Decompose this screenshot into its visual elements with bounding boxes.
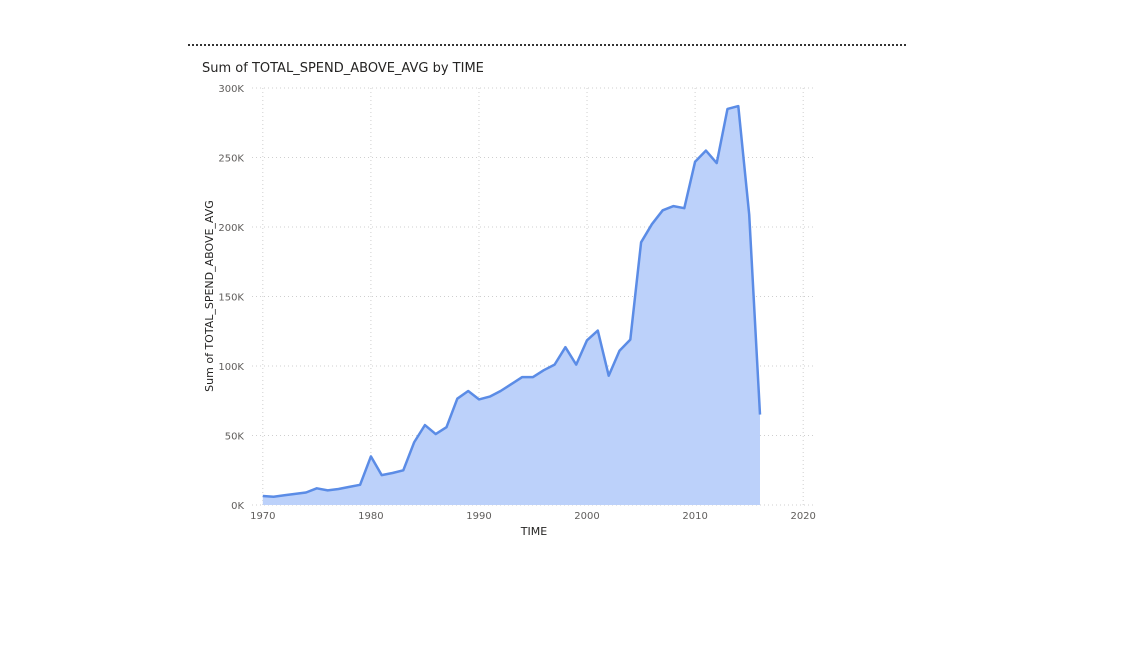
- data-point[interactable]: [433, 431, 439, 437]
- data-point[interactable]: [465, 388, 471, 394]
- data-point[interactable]: [379, 472, 385, 478]
- data-point[interactable]: [498, 388, 504, 394]
- data-point[interactable]: [454, 396, 460, 402]
- data-point[interactable]: [519, 374, 525, 380]
- x-tick-label: 1970: [250, 511, 275, 522]
- data-point[interactable]: [725, 106, 731, 112]
- y-tick-label: 100K: [218, 362, 244, 373]
- data-point[interactable]: [444, 424, 450, 430]
- x-tick-label: 1990: [466, 511, 491, 522]
- data-point[interactable]: [335, 486, 341, 492]
- top-dotted-rule: [188, 44, 906, 46]
- y-axis-ticks: 0K 50K 100K 150K 200K 250K 300K: [218, 84, 244, 512]
- data-point[interactable]: [271, 494, 277, 500]
- x-tick-label: 2000: [574, 511, 599, 522]
- data-point[interactable]: [735, 103, 741, 109]
- data-point[interactable]: [292, 491, 298, 497]
- data-point[interactable]: [260, 493, 266, 499]
- data-point[interactable]: [660, 207, 666, 213]
- data-point[interactable]: [400, 467, 406, 473]
- data-point[interactable]: [552, 362, 558, 368]
- x-tick-label: 2020: [790, 511, 815, 522]
- data-point[interactable]: [616, 348, 622, 354]
- data-point[interactable]: [530, 374, 536, 380]
- data-point[interactable]: [541, 367, 547, 373]
- chart-title: Sum of TOTAL_SPEND_ABOVE_AVG by TIME: [202, 61, 484, 76]
- data-point[interactable]: [368, 453, 374, 459]
- data-point[interactable]: [325, 487, 331, 493]
- data-point[interactable]: [508, 381, 514, 387]
- y-axis-title: Sum of TOTAL_SPEND_ABOVE_AVG: [203, 200, 216, 392]
- data-point[interactable]: [692, 159, 698, 165]
- y-tick-label: 50K: [225, 432, 245, 443]
- data-point[interactable]: [584, 337, 590, 343]
- data-point[interactable]: [671, 203, 677, 209]
- data-point[interactable]: [681, 205, 687, 211]
- data-point[interactable]: [638, 239, 644, 245]
- data-point[interactable]: [281, 492, 287, 498]
- area-chart: 0K 50K 100K 150K 200K 250K 300K 1970 1980 1990 20…: [203, 84, 816, 538]
- data-point[interactable]: [411, 439, 417, 445]
- y-tick-label: 150K: [218, 293, 244, 304]
- x-axis-title: TIME: [520, 525, 547, 538]
- data-point[interactable]: [714, 160, 720, 166]
- area-fill: [262, 106, 760, 505]
- y-tick-label: 300K: [218, 84, 244, 95]
- data-point[interactable]: [422, 422, 428, 428]
- data-point[interactable]: [476, 396, 482, 402]
- data-point[interactable]: [314, 485, 320, 491]
- data-point[interactable]: [595, 328, 601, 334]
- data-point[interactable]: [606, 373, 612, 379]
- x-axis-ticks: 1970 1980 1990 2000 2010 2020: [250, 511, 816, 522]
- x-tick-label: 2010: [682, 511, 707, 522]
- y-tick-label: 250K: [218, 154, 244, 165]
- data-point[interactable]: [746, 211, 752, 217]
- data-point[interactable]: [757, 412, 763, 418]
- data-point[interactable]: [562, 344, 568, 350]
- data-point[interactable]: [357, 482, 363, 488]
- series-line: [262, 104, 762, 498]
- chart-visual[interactable]: Sum of TOTAL_SPEND_ABOVE_AVG by TIME 0K 5…: [188, 52, 906, 552]
- y-tick-label: 0K: [231, 501, 244, 512]
- data-point[interactable]: [703, 148, 709, 154]
- x-tick-label: 1980: [358, 511, 383, 522]
- data-point[interactable]: [649, 221, 655, 227]
- data-point[interactable]: [487, 394, 493, 400]
- data-point[interactable]: [627, 337, 633, 343]
- y-tick-label: 200K: [218, 223, 244, 234]
- data-point[interactable]: [390, 470, 396, 476]
- data-point[interactable]: [303, 489, 309, 495]
- data-point[interactable]: [573, 362, 579, 368]
- data-point[interactable]: [346, 484, 352, 490]
